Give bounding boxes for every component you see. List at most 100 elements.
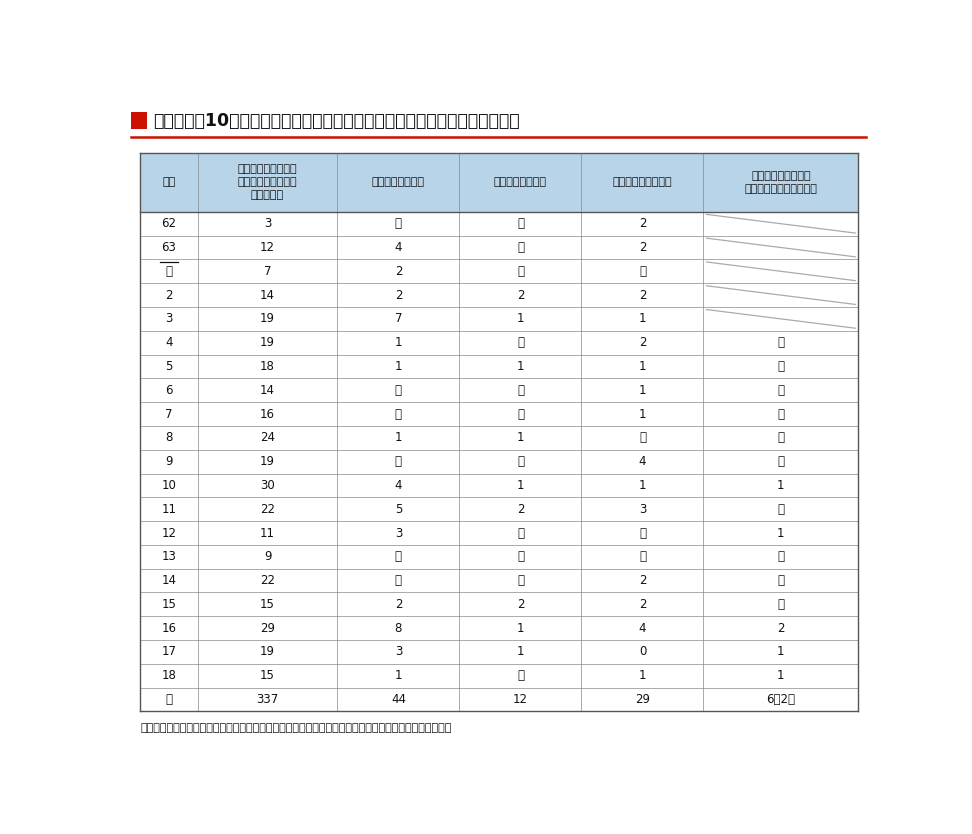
Text: －: － <box>517 241 524 254</box>
Text: 1: 1 <box>395 431 402 445</box>
Text: 11: 11 <box>161 503 177 515</box>
Text: －: － <box>395 574 401 587</box>
Text: －: － <box>517 217 524 230</box>
Text: 1: 1 <box>777 479 784 492</box>
Text: －: － <box>395 384 401 397</box>
Text: 15: 15 <box>161 598 177 610</box>
Text: 24: 24 <box>260 431 275 445</box>
Text: 2: 2 <box>395 289 402 302</box>
Text: 4: 4 <box>395 241 402 254</box>
Text: 12: 12 <box>161 526 177 540</box>
Text: 3: 3 <box>263 217 271 230</box>
Bar <box>140 616 858 640</box>
Text: 1: 1 <box>639 313 646 325</box>
Text: 2: 2 <box>165 289 173 302</box>
Text: 4: 4 <box>165 336 173 349</box>
Text: 11: 11 <box>260 526 275 540</box>
Text: 1: 1 <box>395 360 402 373</box>
Text: －: － <box>517 384 524 397</box>
Text: 19: 19 <box>260 455 275 468</box>
Text: －: － <box>639 526 646 540</box>
Text: 1: 1 <box>517 360 524 373</box>
Text: 6: 6 <box>165 384 173 397</box>
Text: 2: 2 <box>777 621 784 635</box>
Bar <box>140 379 858 402</box>
Text: 2: 2 <box>517 598 524 610</box>
Text: －: － <box>395 455 401 468</box>
Text: 12: 12 <box>513 693 528 706</box>
Text: 15: 15 <box>260 669 275 682</box>
Text: －: － <box>778 408 784 420</box>
Bar <box>140 474 858 497</box>
Text: ⑴: ⑴ <box>778 503 784 515</box>
Text: 3: 3 <box>639 503 646 515</box>
Bar <box>140 402 858 426</box>
Text: 22: 22 <box>260 574 275 587</box>
Text: 7: 7 <box>165 408 173 420</box>
Text: 44: 44 <box>391 693 406 706</box>
Text: －: － <box>517 550 524 563</box>
Text: 1: 1 <box>395 336 402 349</box>
Text: －: － <box>517 526 524 540</box>
Text: 9: 9 <box>165 455 173 468</box>
Text: －: － <box>517 408 524 420</box>
Bar <box>140 426 858 450</box>
Text: 62: 62 <box>161 217 177 230</box>
Bar <box>140 450 858 474</box>
Text: ⑴: ⑴ <box>778 598 784 610</box>
Text: 4: 4 <box>639 621 646 635</box>
Text: 専門家チームの派遣: 専門家チームの派遣 <box>612 178 673 188</box>
Text: 19: 19 <box>260 336 275 349</box>
Text: 12: 12 <box>260 241 275 254</box>
Text: 元: 元 <box>165 265 173 278</box>
Text: 自衛隊部隊等の派遣
（括弧書きは輸送業務）: 自衛隊部隊等の派遣 （括弧書きは輸送業務） <box>745 171 817 193</box>
Text: －: － <box>639 265 646 278</box>
Text: 16: 16 <box>260 408 275 420</box>
Text: 2: 2 <box>639 289 646 302</box>
Text: 15: 15 <box>260 598 275 610</box>
Bar <box>140 212 858 236</box>
Text: 1: 1 <box>517 313 524 325</box>
Text: 14: 14 <box>260 384 275 397</box>
Text: 1: 1 <box>639 384 646 397</box>
Text: 計: 計 <box>165 693 173 706</box>
Text: －: － <box>395 408 401 420</box>
Text: －: － <box>517 336 524 349</box>
Text: 2: 2 <box>639 574 646 587</box>
Text: 14: 14 <box>161 574 177 587</box>
Text: －: － <box>778 336 784 349</box>
Text: －: － <box>517 574 524 587</box>
Text: 医療チームの派遣: 医療チームの派遣 <box>372 178 425 188</box>
Bar <box>140 664 858 688</box>
Text: －: － <box>778 431 784 445</box>
Text: 1: 1 <box>639 408 646 420</box>
Text: 8: 8 <box>165 431 173 445</box>
Text: 緊急援助物資の供与
（民間援助物資の輸
送を含む）: 緊急援助物資の供与 （民間援助物資の輸 送を含む） <box>238 164 297 200</box>
Bar <box>140 236 858 259</box>
Text: 5: 5 <box>395 503 402 515</box>
Text: 63: 63 <box>161 241 177 254</box>
Text: 3: 3 <box>395 646 402 659</box>
Text: 2: 2 <box>395 598 402 610</box>
Bar <box>140 331 858 354</box>
Bar <box>140 592 858 616</box>
Text: 1: 1 <box>395 669 402 682</box>
Text: 1: 1 <box>777 646 784 659</box>
Text: 1: 1 <box>517 479 524 492</box>
Text: 19: 19 <box>260 646 275 659</box>
Text: 4: 4 <box>395 479 402 492</box>
Text: 17: 17 <box>161 646 177 659</box>
Bar <box>140 545 858 569</box>
Text: 22: 22 <box>260 503 275 515</box>
Text: 1: 1 <box>777 526 784 540</box>
Text: －: － <box>517 669 524 682</box>
Text: （注）国際協力機構資料を基に内閣府作成。「国際緊急援助隊の派遣に関する法律」の施行以降の実績。: （注）国際協力機構資料を基に内閣府作成。「国際緊急援助隊の派遣に関する法律」の施… <box>140 723 452 733</box>
Text: 18: 18 <box>161 669 177 682</box>
Text: －: － <box>639 431 646 445</box>
Text: 1: 1 <box>639 360 646 373</box>
Text: －: － <box>517 265 524 278</box>
Text: 1: 1 <box>639 669 646 682</box>
Text: 2: 2 <box>517 289 524 302</box>
Text: －: － <box>395 217 401 230</box>
Text: －: － <box>517 455 524 468</box>
